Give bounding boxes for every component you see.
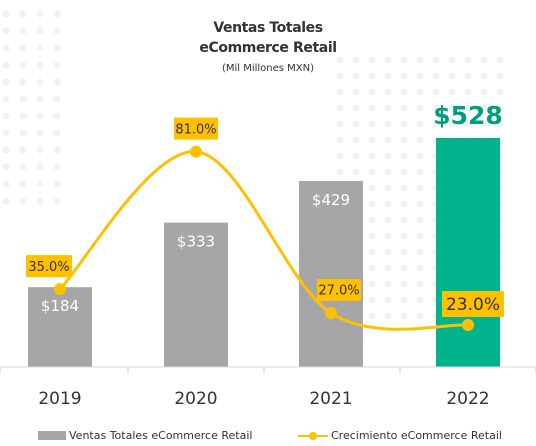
legend-label-crecimiento: Crecimiento eCommerce Retail: [331, 429, 502, 442]
bar-value-label: $184: [41, 297, 79, 315]
x-tick-label: 2021: [309, 389, 352, 409]
growth-marker-2022: [462, 319, 474, 331]
x-tick-label: 2020: [174, 389, 217, 409]
growth-value-label: 35.0%: [28, 260, 69, 275]
x-axis: 2019 2020 2021 2022: [0, 366, 536, 409]
legend-label-ventas: Ventas Totales eCommerce Retail: [69, 429, 253, 442]
bar-2019: [28, 287, 92, 367]
legend-item-ventas: Ventas Totales eCommerce Retail: [38, 429, 252, 442]
growth-marker-2019: [54, 283, 66, 296]
bar-2022: [436, 138, 500, 367]
growth-label-box: [174, 117, 218, 140]
bar-value-label: $333: [177, 233, 215, 251]
background-dot-pattern: [2, 10, 504, 320]
chart-subtitle: (Mil Millones MXN): [221, 63, 315, 74]
growth-label-box: [26, 255, 72, 278]
growth-value-label: 81.0%: [175, 122, 216, 137]
growth-line: [58, 150, 469, 331]
growth-value-label: 23.0%: [446, 295, 500, 315]
bar-value-label: $528: [433, 101, 503, 130]
legend-item-crecimiento: Crecimiento eCommerce Retail: [298, 429, 502, 442]
bar-2021: [299, 180, 363, 367]
legend-line-swatch: [298, 431, 328, 441]
growth-label-box: [317, 279, 361, 302]
bar-series: $184 $333 $429 $528: [28, 101, 503, 367]
bar-value-label: $429: [312, 191, 350, 209]
bar-2020: [164, 222, 228, 367]
growth-label-box: [442, 291, 504, 317]
growth-marker-2021: [325, 307, 337, 320]
chart-title-line1: Ventas Totales: [213, 20, 323, 36]
legend-bar-swatch: [38, 431, 66, 440]
x-tick-label: 2019: [38, 389, 81, 409]
growth-marker-2020: [190, 145, 202, 158]
growth-line-series: 35.0% 81.0% 27.0% 23.0%: [26, 117, 504, 331]
chart-title-line2: eCommerce Retail: [199, 40, 337, 56]
growth-value-label: 27.0%: [318, 284, 359, 299]
x-tick-label: 2022: [446, 389, 489, 409]
